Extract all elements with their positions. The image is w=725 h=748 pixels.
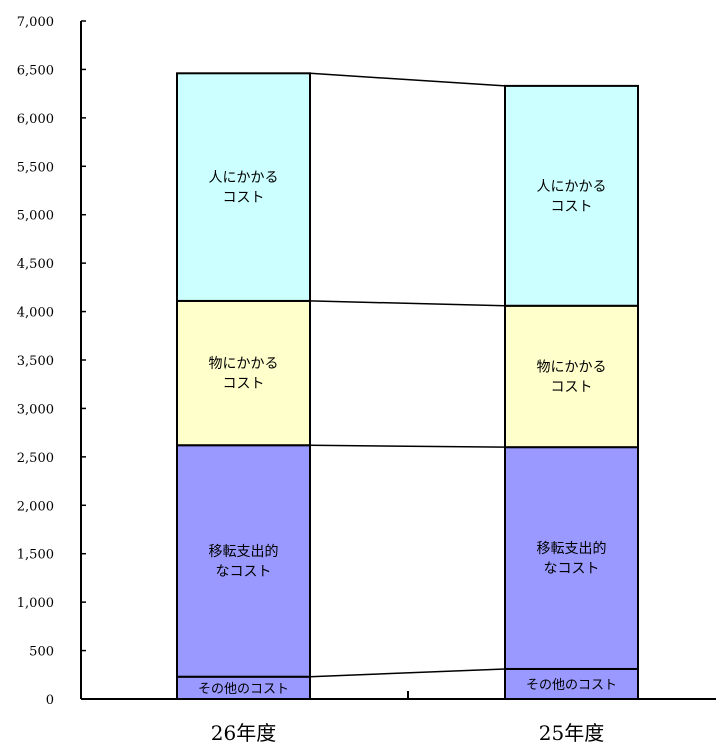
bar-segment (504, 84, 639, 307)
y-tick-label: 2,000 (17, 499, 54, 514)
x-category-label: 25年度 (539, 721, 604, 745)
y-tick-label: 1,500 (17, 548, 54, 563)
y-axis: 0 500 1,000 1,500 2,000 2,500 3,000 3,500 4,000 4… (17, 15, 86, 708)
connector-line (309, 300, 506, 307)
segment-label: 移転支出的 (209, 544, 279, 560)
segment-label: コスト (223, 376, 265, 392)
segment-label: コスト (223, 190, 265, 206)
y-tick-label: 5,000 (17, 209, 54, 224)
y-tick-label: 0 (46, 693, 54, 708)
segment-label: なコスト (216, 564, 272, 580)
connector-line (309, 444, 506, 448)
bar-segment (176, 72, 311, 302)
segment-label: なコスト (544, 561, 600, 577)
segment-label: 人にかかる (209, 170, 279, 186)
y-tick-label: 4,000 (17, 306, 54, 321)
y-tick-label: 7,000 (17, 15, 54, 30)
y-tick-label: 3,500 (17, 354, 54, 369)
bar-segment (176, 444, 311, 678)
y-tick-label: 6,500 (17, 63, 54, 78)
bar-segment (504, 304, 639, 449)
segment-label: 人にかかる (537, 179, 607, 195)
connector-lines (309, 72, 506, 678)
y-tick-label: 5,500 (17, 160, 54, 175)
y-tick-label: 3,000 (17, 402, 54, 417)
x-category-label: 26年度 (211, 721, 276, 745)
x-axis: 26年度 25年度 (81, 691, 716, 745)
connector-line (309, 72, 506, 87)
y-tick-label: 4,500 (17, 257, 54, 272)
segment-label: 物にかかる (537, 359, 607, 375)
segment-label: その他のコスト (526, 678, 617, 693)
y-tick-label: 500 (29, 645, 54, 660)
segment-label: コスト (551, 379, 593, 395)
connector-line (309, 668, 506, 678)
y-tick-label: 1,000 (17, 596, 54, 611)
bar-segment (504, 446, 639, 670)
y-tick-label: 2,500 (17, 451, 54, 466)
segment-label: 物にかかる (209, 356, 279, 372)
bar-segment (176, 299, 311, 447)
bars: その他のコスト移転支出的なコスト物にかかるコスト人にかかるコストその他のコスト移… (176, 72, 639, 701)
segment-label: その他のコスト (198, 682, 289, 697)
segment-label: 移転支出的 (537, 541, 607, 557)
y-tick-label: 6,000 (17, 112, 54, 127)
segment-label: コスト (551, 199, 593, 215)
